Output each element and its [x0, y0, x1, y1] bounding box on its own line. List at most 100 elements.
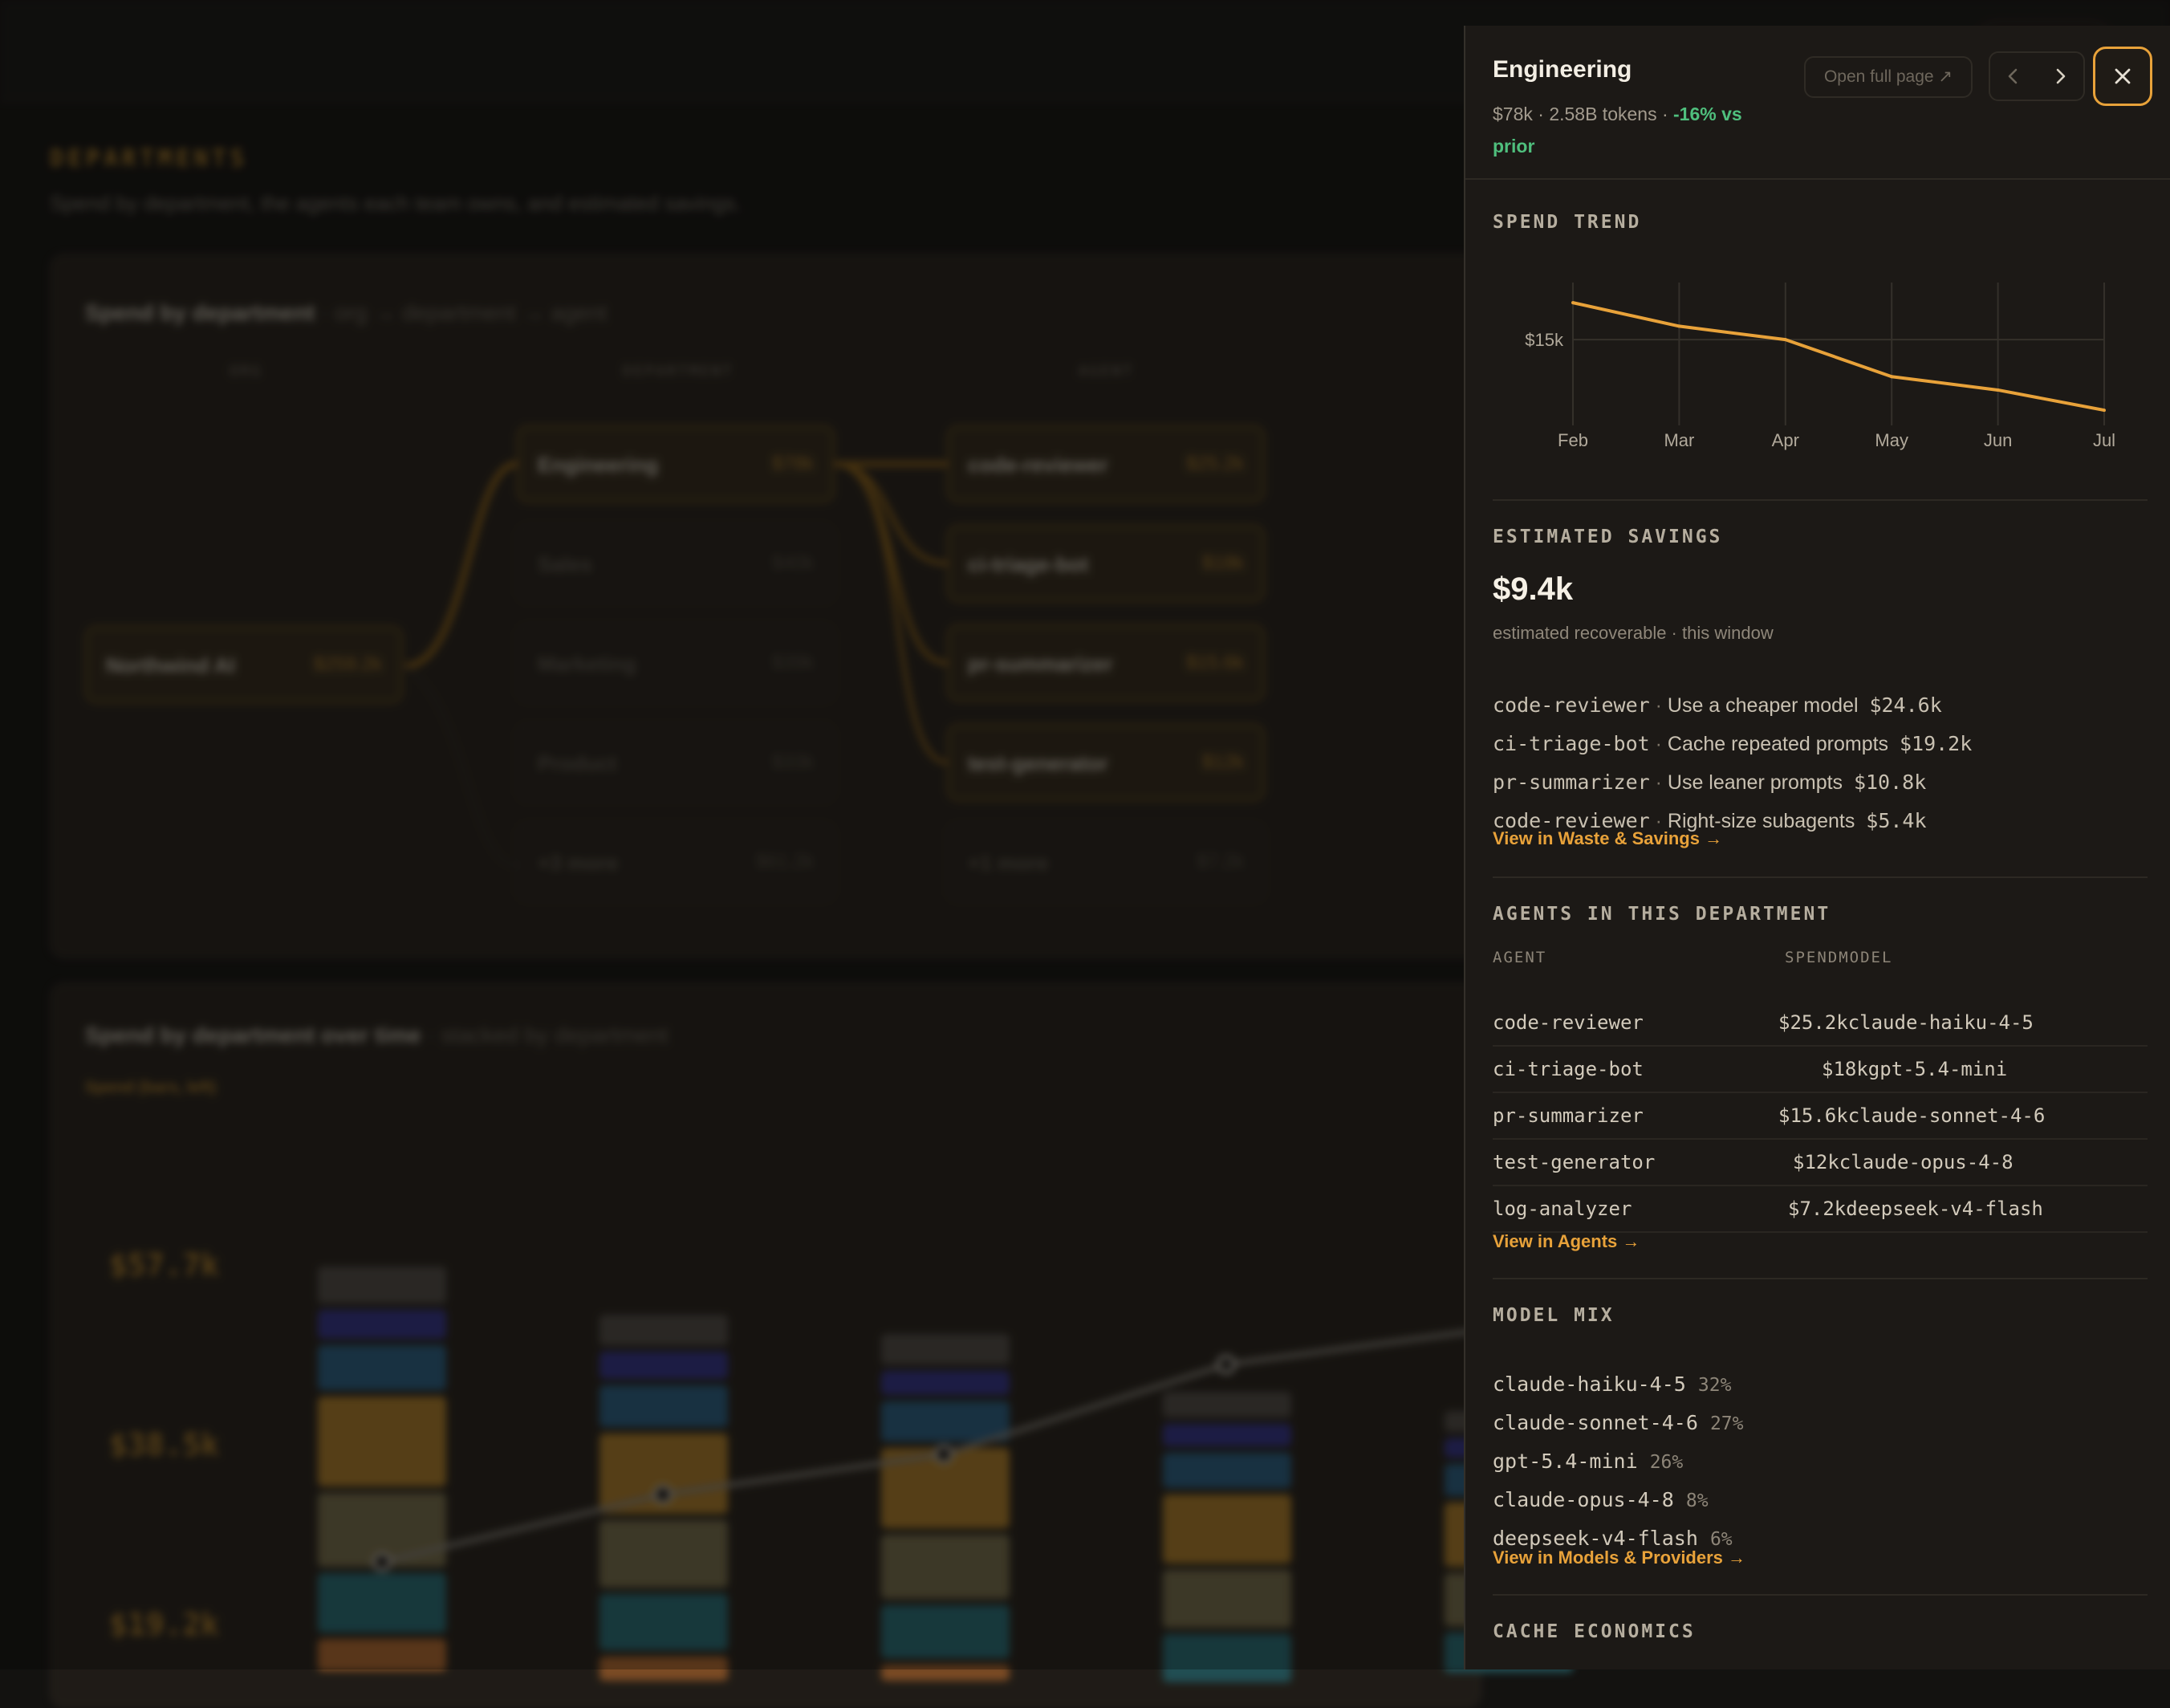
department-node[interactable]: Product $33k [517, 724, 835, 801]
stacked-bar-segment [881, 1605, 1010, 1658]
table-row[interactable]: code-reviewer $25.2kclaude-haiku-4-5 [1493, 998, 2148, 1047]
view-waste-savings-link[interactable]: View in Waste & Savings → [1493, 828, 1723, 848]
department-node-label: Product [538, 751, 617, 775]
savings-amount: $24.6k [1869, 693, 1942, 717]
stacked-bar-segment [881, 1535, 1010, 1599]
trend-point [1783, 338, 1787, 342]
section-title: DEPARTMENTS [50, 144, 249, 172]
trend-x-tick: Mar [1664, 430, 1694, 450]
savings-agent: code-reviewer [1493, 693, 1650, 717]
over-time-title: Spend by department over time · stacked … [85, 1023, 668, 1048]
over-time-legend: Spend (bars, left) [85, 1079, 217, 1096]
savings-caption: estimated recoverable · this window [1493, 623, 1774, 643]
chevron-left-icon [2008, 68, 2018, 84]
model-pct: 6% [1709, 1529, 1733, 1550]
stacked-bar-segment [1163, 1453, 1291, 1488]
prev-department-button[interactable] [1990, 53, 2037, 100]
row-spend-model: $25.2kclaude-haiku-4-5 [1778, 1011, 2034, 1034]
trend-y-tick: $15k [1525, 330, 1564, 350]
divider-4 [1493, 1594, 2148, 1596]
department-node-label: +3 more [538, 851, 619, 875]
org-node-value: $259.2k [313, 653, 382, 675]
table-row[interactable]: ci-triage-bot $18kgpt-5.4-mini [1493, 1045, 2148, 1093]
savings-amount: $10.8k [1853, 771, 1927, 794]
row-spend-model: $7.2kdeepseek-v4-flash [1788, 1198, 2043, 1220]
row-agent: code-reviewer [1493, 1011, 1644, 1034]
model-mix-item: claude-haiku-4-5 32% [1493, 1372, 1731, 1396]
savings-amount: $5.4k [1866, 809, 1927, 832]
sankey-title-text: Spend by department [85, 300, 315, 325]
agent-node-value: $15.6k [1185, 652, 1244, 673]
stacked-bar-segment [599, 1520, 728, 1588]
table-row[interactable]: log-analyzer $7.2kdeepseek-v4-flash [1493, 1185, 2148, 1233]
table-row[interactable]: test-generator $12kclaude-opus-4-8 [1493, 1138, 2148, 1186]
drawer-nav [1989, 51, 2085, 101]
stacked-bar-segment [1163, 1494, 1291, 1564]
agent-node-value: $12k [1201, 751, 1244, 773]
stacked-bar-segment [881, 1334, 1010, 1364]
close-button[interactable] [2093, 47, 2152, 106]
department-node[interactable]: Marketing $39k [517, 624, 835, 702]
stacked-bar-segment [318, 1639, 446, 1671]
model-name: claude-sonnet-4-6 [1493, 1411, 1698, 1434]
trend-point [2103, 409, 2106, 413]
row-spend-model: $18kgpt-5.4-mini [1822, 1058, 2008, 1080]
savings-total: $9.4k [1493, 571, 1574, 607]
row-agent: pr-summarizer [1493, 1104, 1644, 1127]
y-tick-3: $19.2k [109, 1607, 220, 1642]
savings-item: code-reviewer · Use a cheaper model $24.… [1493, 693, 1942, 718]
department-node[interactable]: Engineering $78k [517, 425, 835, 502]
stacked-bar-segment [881, 1371, 1010, 1395]
department-node[interactable]: Sales $40k [517, 525, 835, 602]
agent-node[interactable]: pr-summarizer $15.6k [947, 624, 1265, 702]
sankey-links [404, 461, 948, 867]
link-org-engineering [404, 461, 518, 669]
model-mix-item: deepseek-v4-flash 6% [1493, 1527, 1733, 1550]
row-spend-model: $15.6kclaude-sonnet-4-6 [1778, 1104, 2046, 1127]
divider-2 [1493, 876, 2148, 878]
stacked-bar-segment [1163, 1570, 1291, 1628]
table-row[interactable]: pr-summarizer $15.6kclaude-sonnet-4-6 [1493, 1092, 2148, 1140]
trend-series-line [1572, 301, 2105, 413]
agent-node-label: code-reviewer [968, 453, 1108, 477]
agent-node[interactable]: test-generator $12k [947, 724, 1265, 801]
view-agents-link[interactable]: View in Agents → [1493, 1231, 1640, 1251]
open-full-page-button[interactable]: Open full page ↗ [1804, 56, 1973, 98]
savings-separator: · [1649, 733, 1668, 755]
agent-node[interactable]: code-reviewer $25.2k [947, 425, 1265, 502]
model-mix-item: gpt-5.4-mini 26% [1493, 1450, 1683, 1473]
row-agent: ci-triage-bot [1493, 1058, 1644, 1080]
agent-node[interactable]: +1 more $7.2k [947, 824, 1265, 901]
savings-item: code-reviewer · Right-size subagents $5.… [1493, 809, 1927, 833]
over-time-title-text: Spend by department over time [85, 1023, 421, 1047]
trend-point [1996, 388, 2000, 392]
trend-x-tick: Jul [2093, 430, 2115, 450]
agent-node-label: +1 more [968, 851, 1049, 875]
model-mix-item: claude-opus-4-8 8% [1493, 1488, 1709, 1511]
stacked-bar-segment [1163, 1392, 1291, 1417]
next-department-button[interactable] [2037, 53, 2083, 100]
header-divider [1465, 178, 2170, 180]
trend-point [1571, 301, 1575, 305]
stacked-bar-segment [881, 1401, 1010, 1442]
y-tick-1: $57.7k [109, 1247, 220, 1283]
row-spend-model: $12kclaude-opus-4-8 [1793, 1151, 2014, 1173]
model-pct: 8% [1685, 1490, 1709, 1511]
trend-point [1890, 375, 1894, 379]
org-node[interactable]: Northwind AI $259.2k [85, 626, 403, 703]
drawer-summary-text: $78k · 2.58B tokens · [1493, 104, 1668, 124]
department-node-value: $33k [771, 751, 814, 773]
view-models-link[interactable]: View in Models & Providers → [1493, 1547, 1746, 1568]
savings-agent: code-reviewer [1493, 809, 1650, 832]
close-icon [2115, 68, 2131, 84]
col-label-org: ORG [230, 363, 263, 380]
savings-action: Use leaner prompts [1667, 771, 1843, 794]
department-node[interactable]: +3 more $61.2k [517, 824, 835, 901]
stacked-bar-segment [318, 1397, 446, 1486]
col-spendmodel: SPENDMODEL [1785, 949, 1893, 966]
agent-node[interactable]: ci-triage-bot $18k [947, 525, 1265, 602]
stacked-bar-segment [599, 1315, 728, 1345]
model-pct: 26% [1649, 1452, 1684, 1473]
stacked-bar-segment [318, 1573, 446, 1633]
savings-separator: · [1649, 694, 1668, 717]
